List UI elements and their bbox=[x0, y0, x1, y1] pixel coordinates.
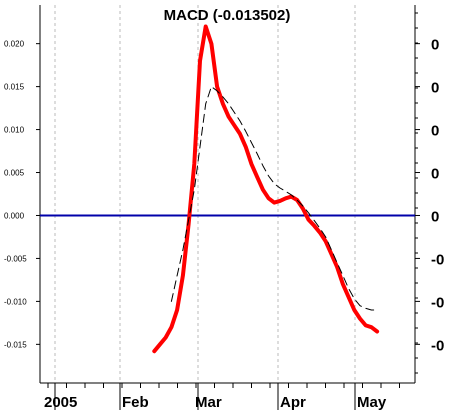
chart-title: MACD (-0.013502) bbox=[164, 7, 291, 24]
y-tick-label: 0.010 bbox=[4, 126, 25, 135]
y-tick-label: 0.000 bbox=[4, 211, 25, 220]
x-tick-label: Feb bbox=[122, 394, 149, 410]
right-axis-label: 0 bbox=[431, 80, 439, 97]
axes bbox=[36, 5, 420, 410]
right-axis-label: -0 bbox=[431, 251, 444, 268]
y-tick-label: -0.005 bbox=[4, 254, 27, 263]
y-tick-label: -0.015 bbox=[4, 340, 27, 349]
x-tick-label: Mar bbox=[195, 394, 222, 410]
series-1-line bbox=[170, 86, 378, 311]
y-tick-label: -0.010 bbox=[4, 297, 27, 306]
y-tick-label: 0.015 bbox=[4, 83, 25, 92]
x-tick-label: 2005 bbox=[44, 394, 77, 410]
x-tick-label: May bbox=[357, 394, 387, 410]
x-tick-label: Apr bbox=[280, 394, 306, 410]
right-axis-label: -0 bbox=[431, 294, 444, 311]
series-layer bbox=[40, 24, 415, 354]
series-0-line bbox=[152, 24, 380, 354]
right-axis-label: 0 bbox=[431, 123, 439, 140]
right-axis-label: -0 bbox=[431, 337, 444, 354]
labels: 0.020 0.015 0.010 0.005 0.000 -0.005 -0.010 -0.… bbox=[4, 37, 444, 410]
right-axis-label: 0 bbox=[431, 37, 439, 54]
y-tick-label: 0.005 bbox=[4, 169, 25, 178]
right-axis-label: 0 bbox=[431, 208, 439, 225]
right-axis-label: 0 bbox=[431, 166, 439, 183]
y-tick-label: 0.020 bbox=[4, 40, 25, 49]
